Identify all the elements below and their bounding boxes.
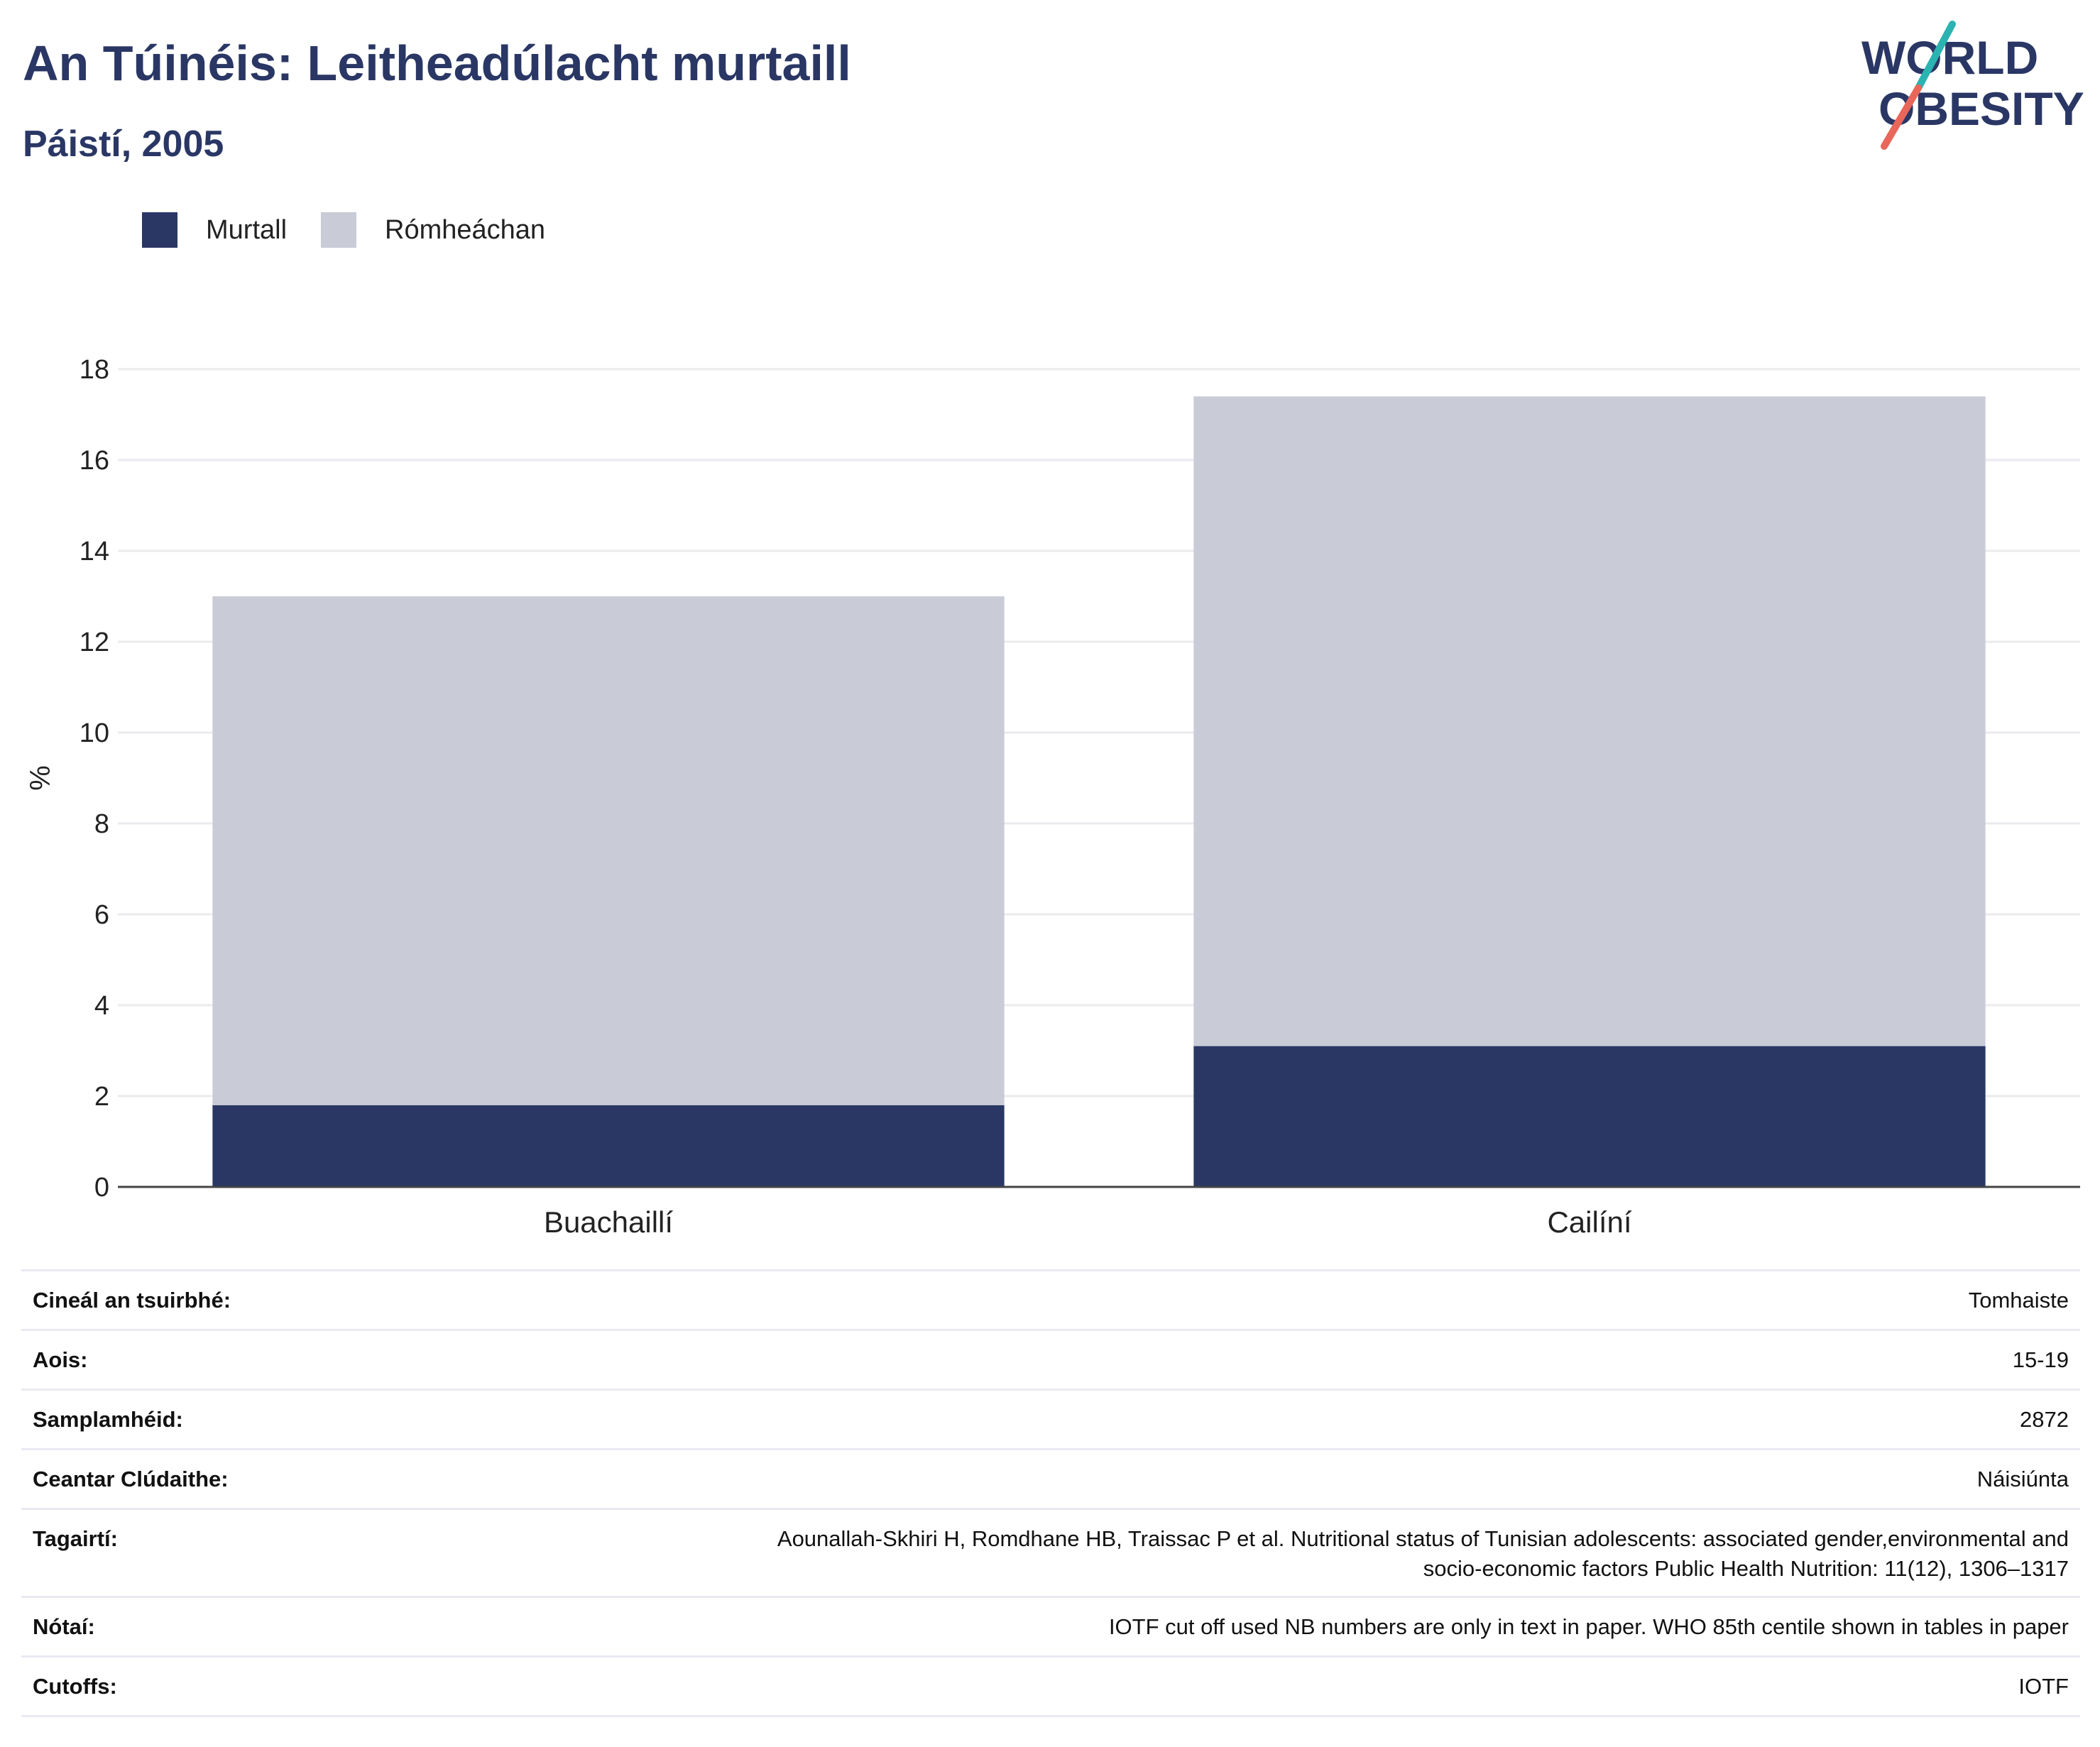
- y-tick-label: 0: [94, 1173, 109, 1203]
- reference-line-2: socio-economic factors Public Health Nut…: [1423, 1556, 2069, 1581]
- info-row-sample-size: Samplamhéid: 2872: [21, 1389, 2080, 1450]
- logo-slash-coral: [1881, 84, 1922, 150]
- y-tick-label: 18: [80, 355, 109, 385]
- info-value: 2872: [541, 1389, 2080, 1450]
- info-value: Aounallah-Skhiri H, Romdhane HB, Traissa…: [541, 1508, 2080, 1597]
- bar-overweight-1: [1193, 396, 1986, 1046]
- info-value: IOTF: [541, 1655, 2080, 1717]
- bar-overweight-0: [212, 596, 1005, 1105]
- info-key: Nótaí:: [21, 1596, 541, 1657]
- bar-obese-1: [1193, 1046, 1986, 1187]
- info-key: Aois:: [21, 1329, 541, 1390]
- reference-line-1: Aounallah-Skhiri H, Romdhane HB, Traissa…: [777, 1526, 2069, 1551]
- info-key: Ceantar Clúdaithe:: [21, 1448, 541, 1509]
- y-tick-label: 12: [80, 628, 109, 657]
- y-tick-label: 16: [80, 446, 109, 476]
- legend-item-romheachan[interactable]: Rómheáchan: [321, 212, 545, 248]
- info-row-area-covered: Ceantar Clúdaithe: Náisiúnta: [21, 1448, 2080, 1509]
- x-tick-label: Cailíní: [1547, 1205, 1631, 1239]
- x-tick-label: Buachaillí: [544, 1205, 673, 1239]
- legend-swatch-murtall: [142, 212, 177, 248]
- chart-subtitle: Páistí, 2005: [23, 124, 224, 165]
- info-key: Cutoffs:: [21, 1655, 541, 1717]
- logo-line1: WORLD: [1861, 31, 2038, 84]
- info-row-age: Aois: 15-19: [21, 1329, 2080, 1390]
- logo-slash-teal: [1915, 21, 1956, 92]
- legend-label-romheachan: Rómheáchan: [385, 214, 546, 245]
- legend: Murtall Rómheáchan: [142, 210, 579, 250]
- info-value: IOTF cut off used NB numbers are only in…: [541, 1596, 2080, 1657]
- y-tick-label: 6: [94, 900, 109, 930]
- bar-obese-0: [212, 1105, 1005, 1187]
- world-obesity-logo: WORLD OBESITY: [1861, 21, 2084, 150]
- info-row-cutoffs: Cutoffs: IOTF: [21, 1655, 2080, 1717]
- info-value: 15-19: [541, 1329, 2080, 1390]
- info-value: Tomhaiste: [541, 1269, 2080, 1330]
- legend-label-murtall: Murtall: [206, 214, 288, 245]
- info-key: Cineál an tsuirbhé:: [21, 1269, 541, 1330]
- stacked-bar-chart: 0 2 4 6 8 10 12 14 16 18% Buachaillí Cailíní: [25, 355, 2080, 1239]
- info-key: Samplamhéid:: [21, 1389, 541, 1450]
- survey-info-table: Cineál an tsuirbhé: Tomhaiste Aois: 15-1…: [21, 1269, 2080, 1717]
- info-row-survey-type: Cineál an tsuirbhé: Tomhaiste: [21, 1269, 2080, 1330]
- y-tick-label: 2: [94, 1082, 109, 1112]
- info-key: Tagairtí:: [21, 1508, 541, 1597]
- legend-item-murtall[interactable]: Murtall: [142, 212, 287, 248]
- y-tick-label: 4: [94, 991, 109, 1021]
- info-row-references: Tagairtí: Aounallah-Skhiri H, Romdhane H…: [21, 1508, 2080, 1597]
- y-tick-label: 8: [94, 809, 109, 839]
- legend-swatch-romheachan: [321, 212, 357, 248]
- y-axis-label: %: [25, 765, 56, 791]
- y-tick-label: 10: [80, 718, 109, 748]
- chart-title: An Túinéis: Leitheadúlacht murtaill: [23, 35, 851, 91]
- info-row-notes: Nótaí: IOTF cut off used NB numbers are …: [21, 1596, 2080, 1657]
- y-tick-label: 14: [80, 537, 109, 566]
- info-value: Náisiúnta: [541, 1448, 2080, 1509]
